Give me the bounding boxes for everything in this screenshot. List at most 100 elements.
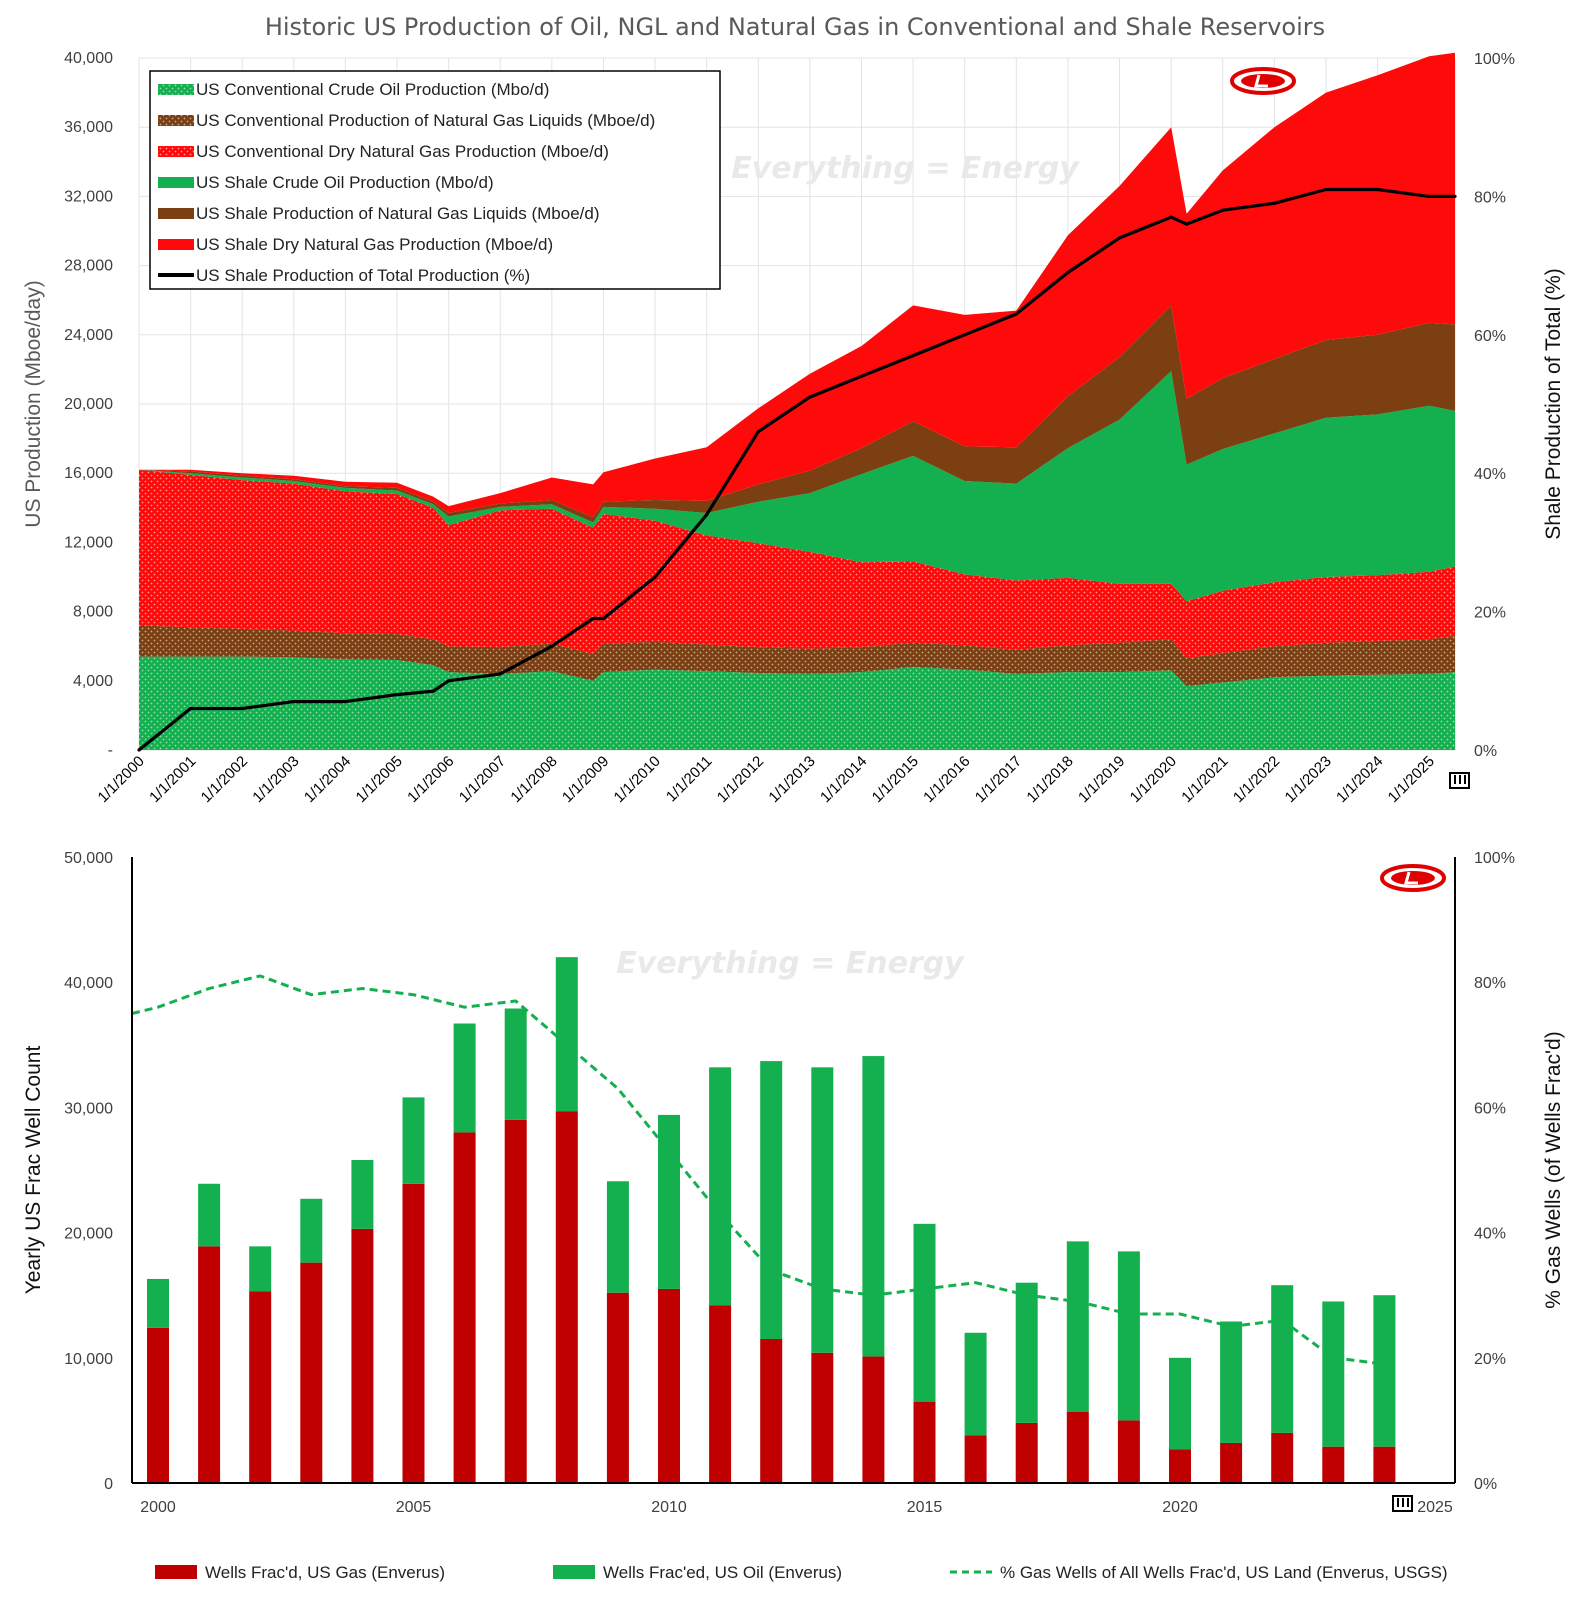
bottom-x-axis-ticks: 2000 2005 2010 2015 2020 2025 <box>140 1499 1453 1516</box>
top-x-tick: 1/1/2022 <box>1230 753 1283 806</box>
top-legend-swatch <box>158 177 194 188</box>
area-series-6 <box>139 52 1455 518</box>
top-y-left-tick: 24,000 <box>64 327 113 344</box>
shale-percent-point <box>1185 222 1189 226</box>
bar-oil-wells <box>1271 1285 1294 1433</box>
top-y-left-tick: 4,000 <box>73 673 113 690</box>
bar-oil-wells <box>453 1023 476 1133</box>
bottom-chart: 0 10,000 20,000 30,000 40,000 50,000 0% 20% 40%… <box>22 850 1565 1582</box>
shale-percent-point <box>189 706 193 711</box>
shale-percent-point <box>431 689 435 693</box>
bar-gas-wells <box>198 1246 221 1483</box>
shale-percent-point <box>1169 215 1173 219</box>
bottom-legend: Wells Frac'd, US Gas (Enverus) Wells Frac… <box>155 1563 1448 1582</box>
bar-oil-wells <box>760 1061 783 1340</box>
top-left-axis-ticks: - 4,000 8,000 12,000 16,000 20,000 24,000 28,00… <box>64 50 113 759</box>
bar-gas-wells <box>1271 1432 1294 1483</box>
shale-percent-point <box>1272 201 1276 205</box>
top-x-tick: 1/1/2019 <box>1075 753 1128 806</box>
shale-percent-point <box>550 644 554 648</box>
bar-oil-wells <box>862 1056 885 1357</box>
shale-percent-point <box>601 616 606 621</box>
bar-gas-wells <box>709 1305 732 1483</box>
bar-oil-wells <box>658 1114 680 1289</box>
bottom-bar-series <box>147 957 1396 1483</box>
top-shale-percent-series <box>137 187 1457 752</box>
top-chart-title: Historic US Production of Oil, NGL and N… <box>265 13 1325 41</box>
top-x-tick: 1/1/2025 <box>1385 753 1438 806</box>
top-y-left-tick: 16,000 <box>64 465 113 482</box>
bar-gas-wells <box>504 1119 527 1483</box>
top-legend-swatch <box>158 239 194 250</box>
shale-percent-point <box>1375 187 1380 192</box>
top-x-tick: 1/1/2024 <box>1333 753 1386 806</box>
calendar-icon <box>1449 772 1470 789</box>
top-legend-label: US Conventional Crude Oil Production (Mb… <box>196 80 549 99</box>
bar-gas-wells <box>1015 1422 1038 1483</box>
area-series-2-texture <box>139 625 1455 686</box>
top-y-left-tick: 8,000 <box>73 604 113 621</box>
top-x-tick: 1/1/2007 <box>456 753 509 806</box>
bottom-left-axis-ticks: 0 10,000 20,000 30,000 40,000 50,000 <box>64 850 113 1493</box>
bottom-x-tick: 2020 <box>1162 1499 1198 1516</box>
shale-percent-point <box>1427 194 1431 198</box>
shale-percent-point <box>705 513 709 517</box>
bar-oil-wells <box>1117 1251 1140 1421</box>
top-x-tick: 1/1/2015 <box>869 753 922 806</box>
bottom-y-right-tick: 0% <box>1474 1476 1497 1493</box>
top-legend-box <box>149 70 721 290</box>
top-area-series <box>139 52 1455 750</box>
bar-gas-wells <box>147 1327 169 1483</box>
top-chart: Historic US Production of Oil, NGL and N… <box>22 13 1565 806</box>
top-y-left-tick: 12,000 <box>64 534 113 551</box>
bar-gas-wells <box>862 1356 885 1483</box>
bottom-legend-swatch <box>553 1565 595 1579</box>
top-legend-swatch-texture <box>158 84 194 95</box>
bottom-x-tick: 2025 <box>1417 1499 1453 1516</box>
shale-percent-point <box>498 672 502 676</box>
shale-percent-point <box>653 575 657 579</box>
bottom-watermark: Everything = Energy <box>616 946 965 981</box>
top-legend-label: US Shale Dry Natural Gas Production (Mbo… <box>196 235 553 254</box>
bottom-y-left-tick: 10,000 <box>64 1351 113 1368</box>
top-x-tick: 1/1/2006 <box>404 753 457 806</box>
area-series-3-texture <box>139 469 1455 659</box>
bottom-y-right-tick: 40% <box>1474 1226 1506 1243</box>
bar-gas-wells <box>1373 1446 1396 1483</box>
bottom-x-tick: 2005 <box>396 1499 432 1516</box>
bottom-y-right-axis-title: % Gas Wells (of Wells Frac'd) <box>1542 1031 1565 1308</box>
bar-oil-wells <box>913 1223 936 1402</box>
shale-percent-point <box>911 353 915 358</box>
bottom-legend-swatch <box>155 1565 197 1579</box>
bar-gas-wells <box>658 1288 680 1483</box>
top-x-tick: 1/1/2012 <box>714 753 767 806</box>
bottom-y-right-tick: 20% <box>1474 1351 1506 1368</box>
bar-oil-wells <box>1373 1295 1396 1447</box>
bar-gas-wells <box>402 1183 425 1483</box>
gas-percent-line <box>131 974 1385 1366</box>
top-x-tick: 1/1/2002 <box>198 753 251 806</box>
top-y-right-axis-title: Shale Production of Total (%) <box>1542 268 1565 540</box>
bottom-x-tick: 2010 <box>651 1499 687 1516</box>
top-x-tick: 1/1/2016 <box>920 753 973 806</box>
top-x-axis-ticks: 1/1/20001/1/20011/1/20021/1/20031/1/2004… <box>95 753 1439 806</box>
bottom-legend-label: % Gas Wells of All Wells Frac'd, US Land… <box>1000 1563 1448 1582</box>
top-right-axis-ticks: 0% 20% 40% 60% 80% 100% <box>1474 51 1515 760</box>
calendar-icon-bottom <box>1392 1495 1413 1512</box>
top-y-left-tick: 28,000 <box>64 258 113 275</box>
shale-percent-point <box>1324 187 1328 192</box>
top-legend-swatch-texture <box>158 115 194 126</box>
top-y-left-axis-title: US Production (Mboe/day) <box>22 280 45 527</box>
bar-oil-wells <box>198 1183 221 1247</box>
bar-oil-wells <box>1322 1301 1345 1447</box>
bar-gas-wells <box>964 1435 987 1483</box>
bar-gas-wells <box>351 1228 374 1483</box>
shale-percent-point <box>1014 312 1018 316</box>
top-x-tick: 1/1/2000 <box>95 753 148 806</box>
bottom-legend-label: Wells Frac'd, US Gas (Enverus) <box>205 1563 445 1582</box>
top-y-left-tick: 32,000 <box>64 188 113 205</box>
bar-gas-wells <box>1220 1442 1243 1483</box>
top-legend-label: US Shale Production of Natural Gas Liqui… <box>196 204 599 223</box>
shale-percent-point <box>292 699 296 704</box>
